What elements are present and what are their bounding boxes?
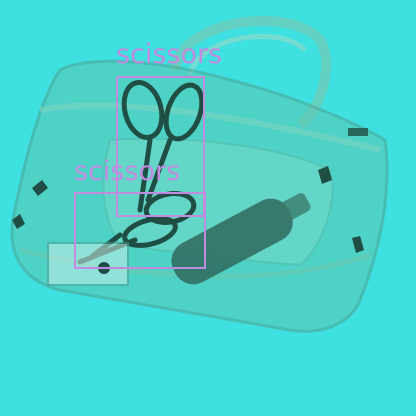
detection-label: scissors <box>74 156 181 187</box>
detection-box-scissors <box>116 76 205 217</box>
detection-label: scissors <box>116 39 223 70</box>
detection-box-scissors <box>74 192 206 269</box>
